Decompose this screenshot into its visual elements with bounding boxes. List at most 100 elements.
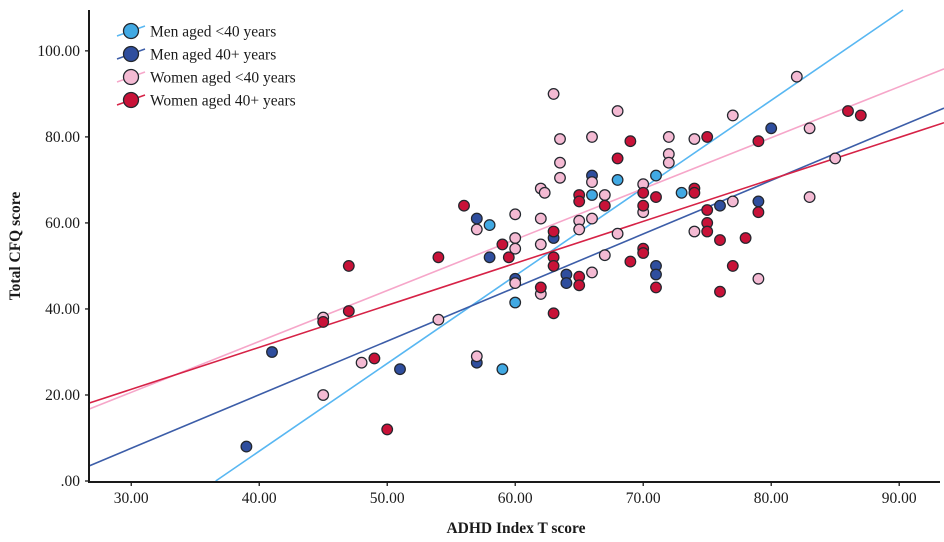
scatter-points-layer [240, 70, 867, 453]
data-point [573, 195, 586, 208]
data-point [650, 169, 662, 182]
data-point [714, 234, 726, 247]
data-point [598, 199, 611, 212]
legend-label: Men aged <40 years [150, 24, 276, 41]
y-tick-label: 100.00 [37, 43, 80, 60]
x-tick-label: 60.00 [498, 490, 533, 507]
data-point [470, 212, 483, 225]
data-point [701, 225, 714, 238]
data-point [483, 219, 496, 232]
legend: Men aged <40 years Men aged 40+ years Wome… [116, 22, 296, 110]
legend-marker-icon [122, 45, 140, 63]
data-point [803, 122, 816, 135]
data-point [509, 232, 522, 244]
legend-item: Men aged <40 years [116, 22, 276, 41]
data-point [317, 315, 330, 328]
data-point [509, 242, 522, 255]
data-point [726, 109, 739, 122]
data-point [534, 238, 547, 251]
x-tick-label: 30.00 [114, 490, 149, 507]
data-point [509, 277, 522, 290]
data-point [547, 307, 560, 320]
data-point [714, 285, 726, 298]
data-point [739, 232, 752, 244]
data-point [829, 152, 842, 165]
legend-label: Men aged 40+ years [150, 47, 276, 64]
data-point [502, 251, 515, 264]
data-point [586, 176, 598, 189]
data-point [381, 423, 394, 436]
legend-marker-icon [122, 91, 140, 109]
data-point [554, 171, 566, 184]
x-tick-label: 40.00 [242, 490, 277, 507]
data-point [637, 199, 650, 212]
fit-line [88, 121, 944, 404]
data-point [752, 206, 765, 219]
data-point [342, 305, 355, 318]
legend-item: Women aged 40+ years [116, 91, 296, 110]
data-point [726, 195, 739, 208]
data-point [573, 279, 586, 292]
legend-item: Men aged 40+ years [116, 45, 276, 64]
x-tick-label: 90.00 [882, 490, 917, 507]
data-point [266, 346, 278, 358]
data-point [803, 191, 816, 204]
data-point [483, 251, 496, 264]
data-point [752, 195, 765, 208]
data-point [586, 212, 598, 225]
data-point [496, 363, 509, 376]
data-point [240, 440, 253, 453]
data-point [470, 350, 483, 363]
data-point [394, 363, 406, 376]
data-point [650, 281, 662, 294]
data-point [675, 186, 688, 199]
data-point [854, 109, 867, 122]
data-point [701, 204, 714, 216]
x-tick-label: 50.00 [370, 490, 405, 507]
data-point [701, 130, 714, 143]
data-point [765, 122, 778, 135]
data-point [560, 277, 573, 290]
data-point [650, 191, 662, 204]
data-point [598, 249, 611, 262]
data-point [554, 156, 566, 169]
data-point [496, 238, 509, 251]
data-point [662, 130, 675, 143]
data-point [547, 87, 560, 100]
data-point [611, 227, 624, 240]
data-point [752, 135, 765, 148]
legend-marker-icon [122, 68, 140, 86]
data-point [662, 156, 675, 169]
data-point [573, 223, 586, 236]
data-point [368, 352, 381, 365]
data-point [688, 133, 701, 145]
data-point [432, 251, 445, 264]
y-tick-label: 40.00 [45, 301, 80, 318]
legend-label: Women aged <40 years [150, 70, 296, 87]
data-point [509, 208, 522, 221]
data-point [611, 173, 624, 186]
data-point [458, 199, 470, 212]
legend-item: Women aged <40 years [116, 68, 296, 87]
data-point [688, 186, 701, 199]
y-tick-label: 80.00 [45, 129, 80, 146]
y-axis-title: Total CFQ score [7, 192, 24, 301]
data-point [586, 189, 598, 201]
data-point [624, 135, 637, 148]
data-point [342, 259, 355, 272]
y-tick-label: .00 [61, 473, 81, 490]
data-point [432, 313, 445, 326]
data-point [547, 225, 560, 238]
data-point [538, 186, 551, 199]
data-point [611, 152, 624, 165]
fit-line [215, 9, 904, 482]
data-point [586, 130, 598, 143]
y-tick-label: 20.00 [45, 387, 80, 404]
data-point [586, 266, 598, 279]
data-point [317, 389, 330, 401]
data-point [752, 272, 765, 285]
data-point [598, 189, 611, 201]
legend-marker-icon [122, 22, 140, 40]
